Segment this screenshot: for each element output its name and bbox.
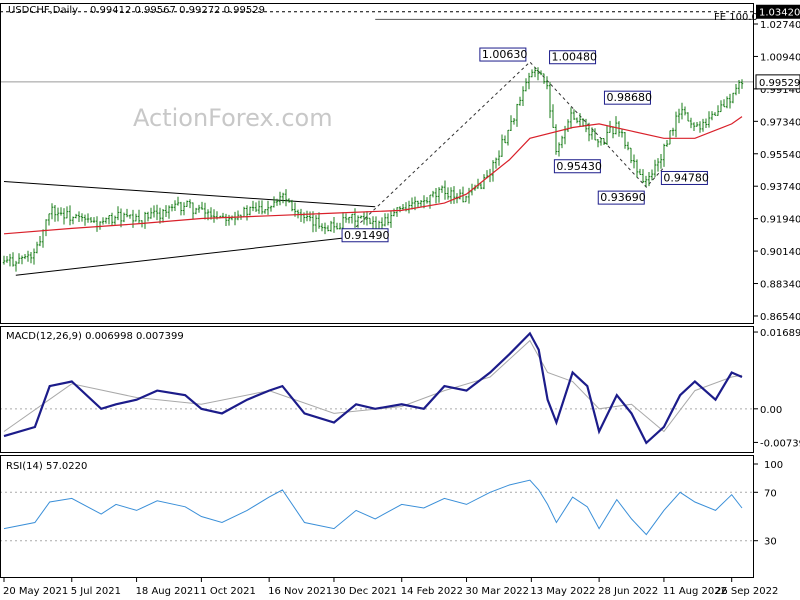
price-tick-label: 0.90140 [760,247,800,258]
fe-label: FE 100.0 [714,12,758,23]
level-label: 0.95430 [556,160,602,173]
price-frame [0,3,754,324]
symbol-label: USDCHF,Daily [8,5,78,16]
price-grid [0,11,754,83]
price-overlays [3,61,665,276]
date-tick-label: 5 Jul 2021 [71,586,121,597]
level-label-box [479,47,527,62]
date-tick-label: 18 Aug 2021 [136,586,200,597]
watermark: ActionForex.com [133,104,333,132]
rsi-tick-label: 30 [764,537,777,548]
macd-tick-label: 0.016893 [760,328,800,339]
date-tick-label: 26 Sep 2022 [715,586,778,597]
macd-tick-label: 0.00 [760,405,782,416]
macd-signal-line [3,339,743,433]
price-tick-label: 0.93740 [760,182,800,193]
level-label: 0.98680 [606,91,652,104]
rsi-tick-label: 100 [764,460,783,471]
level-label: 0.93690 [600,191,646,204]
current-price-tag: 0.99529 [759,78,800,89]
price-tick-label: 1.02740 [760,20,800,31]
date-tick-label: 11 Aug 2022 [663,586,727,597]
fe-level-tag-box [756,4,800,19]
level-labels: 1.00630 1.00480 0.95430 0.98680 0.94780 0.936… [341,47,709,243]
price-panel: ActionForex.com 1.00630 1.00480 0.95430 0.9… [0,3,758,324]
rsi-line [3,479,743,536]
level-label-box [660,170,708,185]
current-price-tag-box [755,74,800,90]
date-axis: 20 May 2021 5 Jul 2021 18 Aug 2021 1 Oct 20… [3,578,778,597]
date-tick-label: 30 Mar 2022 [466,586,529,597]
price-tick-label: 0.95540 [760,150,800,161]
date-tick-label: 16 Nov 2021 [268,586,332,597]
macd-frame [0,326,754,453]
macd-title: MACD(12,26,9) 0.006998 0.007399 [6,331,184,342]
right-axis: 1.02740 1.00940 0.99140 0.97340 0.95540 0.937… [754,4,800,548]
level-label: 1.00630 [482,48,528,61]
price-tick-label: 0.97340 [760,117,800,128]
level-label-box [553,159,601,174]
triangle-upper-line [3,181,376,208]
date-tick-label: 1 Oct 2021 [200,586,255,597]
date-tick-label: 20 May 2021 [3,586,68,597]
price-tick-label: 0.86540 [760,312,800,323]
level-label: 0.91490 [344,229,390,242]
macd-tick-label: -0.007393 [760,438,800,449]
triangle-lower-line [15,235,365,276]
rsi-title: RSI(14) 57.0220 [6,461,87,472]
rsi-grid [0,491,754,542]
date-tick-label: 13 May 2022 [530,586,595,597]
date-tick-label: 14 Feb 2022 [401,586,463,597]
ohlc-readout: 0.99412 0.99567 0.99272 0.99529 [90,5,265,16]
price-tick-label: 0.99140 [760,85,800,96]
level-label: 0.94780 [663,171,709,184]
fib-projection-line [355,61,665,228]
level-label-box [549,50,597,65]
rsi-tick-label: 70 [764,488,777,499]
rsi-frame [0,455,754,578]
date-tick-label: 30 Dec 2021 [333,586,397,597]
price-tick-label: 0.91940 [760,215,800,226]
level-label-box [597,190,645,205]
moving-average-line [3,116,743,235]
macd-line [3,331,743,445]
date-tick-label: 28 Jun 2022 [598,586,658,597]
level-label-box [341,228,389,243]
level-label: 1.00480 [552,51,598,64]
macd-panel: MACD(12,26,9) 0.006998 0.007399 [0,326,754,453]
level-label-box [603,90,651,105]
price-tick-label: 1.00940 [760,52,800,63]
rsi-panel: RSI(14) 57.0220 [0,455,754,578]
fe-level-tag: 1.03420 [759,8,800,19]
price-tick-label: 0.88340 [760,280,800,291]
